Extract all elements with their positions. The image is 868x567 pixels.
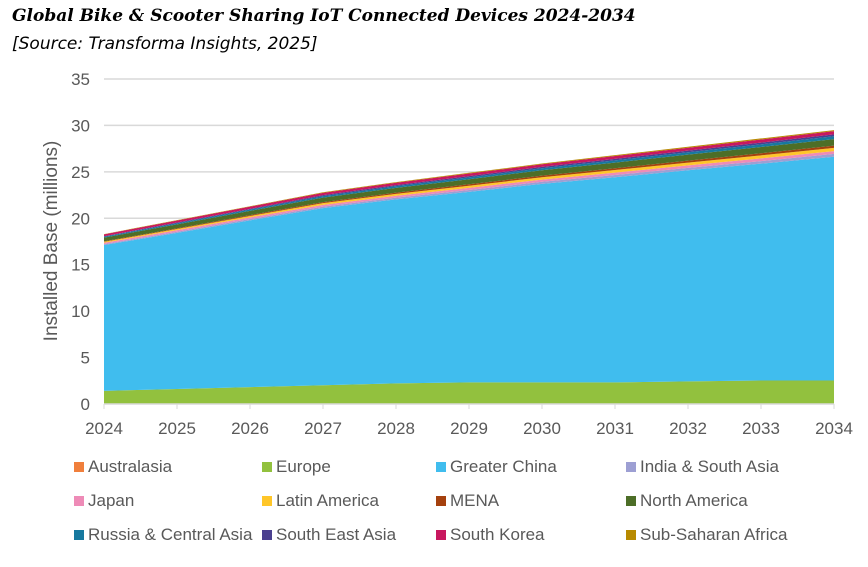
legend-swatch bbox=[74, 530, 84, 540]
x-tick-label: 2029 bbox=[450, 419, 488, 438]
chart-title: Global Bike & Scooter Sharing IoT Connec… bbox=[12, 6, 636, 26]
legend-swatch bbox=[262, 530, 272, 540]
legend-item: Australasia bbox=[74, 456, 262, 478]
legend-swatch bbox=[436, 462, 446, 472]
area-mena bbox=[104, 145, 834, 242]
x-tick-label: 2030 bbox=[523, 419, 561, 438]
x-tick-label: 2025 bbox=[158, 419, 196, 438]
x-tick-label: 2032 bbox=[669, 419, 707, 438]
legend-swatch bbox=[262, 496, 272, 506]
legend-swatch bbox=[74, 462, 84, 472]
legend-swatch bbox=[626, 462, 636, 472]
y-tick-label: 15 bbox=[71, 256, 90, 275]
legend-label: Russia & Central Asia bbox=[88, 525, 253, 544]
area-india-south-asia bbox=[104, 153, 834, 246]
legend-item: Latin America bbox=[262, 490, 436, 512]
legend-item: Sub-Saharan Africa bbox=[626, 524, 856, 546]
y-tick-label: 10 bbox=[71, 302, 90, 321]
legend-label: India & South Asia bbox=[640, 457, 779, 476]
x-tick-label: 2028 bbox=[377, 419, 415, 438]
legend-label: South Korea bbox=[450, 525, 545, 544]
area-north-america bbox=[104, 139, 834, 242]
legend-item: South Korea bbox=[436, 524, 626, 546]
legend-item: North America bbox=[626, 490, 856, 512]
area-latin-america bbox=[104, 147, 834, 243]
x-tick-label: 2024 bbox=[85, 419, 123, 438]
legend-label: Greater China bbox=[450, 457, 557, 476]
legend-swatch bbox=[436, 530, 446, 540]
legend-label: Latin America bbox=[276, 491, 379, 510]
y-tick-label: 35 bbox=[71, 70, 90, 89]
y-tick-label: 20 bbox=[71, 209, 90, 228]
chart-subtitle: [Source: Transforma Insights, 2025] bbox=[12, 34, 318, 54]
legend-item: Russia & Central Asia bbox=[74, 524, 262, 546]
x-tick-label: 2027 bbox=[304, 419, 342, 438]
legend-label: North America bbox=[640, 491, 748, 510]
x-tick-label: 2034 bbox=[815, 419, 853, 438]
legend-item: Japan bbox=[74, 490, 262, 512]
area-russia-central-asia bbox=[104, 136, 834, 238]
legend-item: South East Asia bbox=[262, 524, 436, 546]
legend-label: Sub-Saharan Africa bbox=[640, 525, 788, 544]
x-tick-label: 2031 bbox=[596, 419, 634, 438]
x-tick-label: 2026 bbox=[231, 419, 269, 438]
legend-item: MENA bbox=[436, 490, 626, 512]
y-tick-label: 0 bbox=[81, 395, 90, 414]
legend-label: Australasia bbox=[88, 457, 173, 476]
legend-label: South East Asia bbox=[276, 525, 397, 544]
legend-swatch bbox=[626, 530, 636, 540]
legend: Australasia Europe Greater China India & So… bbox=[74, 456, 864, 546]
area-europe bbox=[104, 380, 834, 404]
y-tick-label: 30 bbox=[71, 116, 90, 135]
legend-swatch bbox=[262, 462, 272, 472]
x-tick-label: 2033 bbox=[742, 419, 780, 438]
legend-swatch bbox=[436, 496, 446, 506]
y-tick-label: 5 bbox=[81, 349, 90, 368]
legend-swatch bbox=[74, 496, 84, 506]
legend-label: Japan bbox=[88, 491, 135, 510]
legend-item: Greater China bbox=[436, 456, 626, 478]
y-tick-label: 25 bbox=[71, 163, 90, 182]
legend-swatch bbox=[626, 496, 636, 506]
area-greater-china bbox=[104, 156, 834, 391]
legend-label: Europe bbox=[276, 457, 331, 476]
area-japan bbox=[104, 151, 834, 245]
legend-label: MENA bbox=[450, 491, 500, 510]
area-south-korea bbox=[104, 131, 834, 237]
y-axis-label: Installed Base (millions) bbox=[41, 141, 62, 342]
legend-item: India & South Asia bbox=[626, 456, 856, 478]
legend-item: Europe bbox=[262, 456, 436, 478]
